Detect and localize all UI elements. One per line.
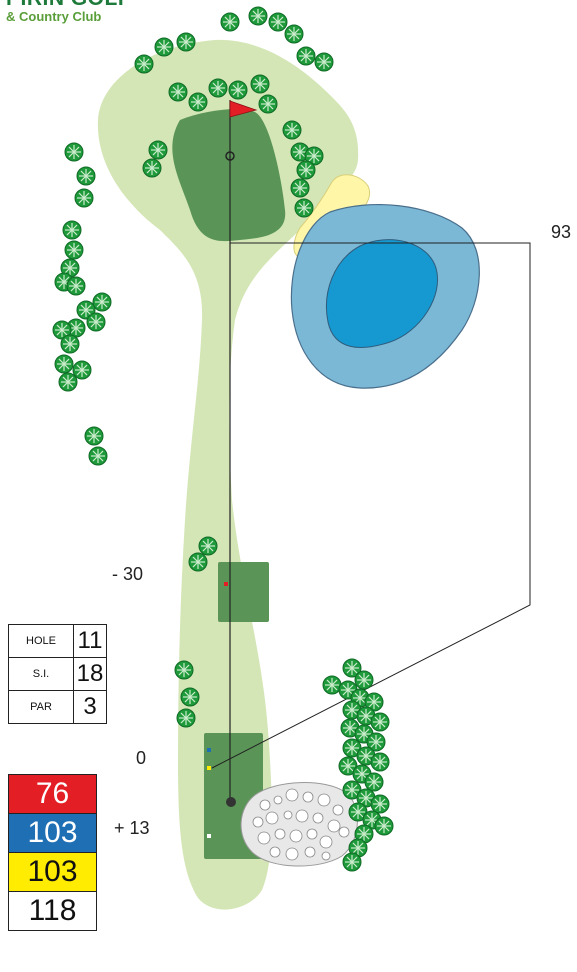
tee-position (226, 797, 236, 807)
tee-marker-blue (207, 748, 211, 752)
marker-label-zero: 0 (136, 748, 147, 768)
info-row-hole: HOLE 11 (8, 624, 118, 658)
distance-label-93: 93 (551, 222, 572, 242)
distance-line-93 (211, 242, 531, 769)
tee-distance-blue: 103 (8, 813, 97, 853)
info-row-si: S.I. 18 (8, 657, 118, 691)
tee-marker-yellow (207, 766, 211, 770)
info-key: S.I. (8, 657, 74, 691)
marker-label-plus: + 13 (114, 818, 150, 838)
info-value: 11 (73, 624, 107, 658)
putting-green (172, 109, 286, 242)
water-hazard-inner (326, 239, 438, 348)
tee-marker-white (207, 834, 211, 838)
tee-box-mid (218, 562, 269, 622)
logo-line-1: PIRIN GOLF (6, 0, 131, 10)
info-value: 18 (73, 657, 107, 691)
info-row-par: PAR 3 (8, 690, 118, 724)
logo-line-2: & Country Club (6, 9, 102, 24)
club-logo: PIRIN GOLF & Country Club (6, 0, 131, 24)
info-key: PAR (8, 690, 74, 724)
flag-icon (229, 100, 258, 158)
hole-info-table: HOLE 11 S.I. 18 PAR 3 (8, 624, 118, 724)
rock-bunker (240, 782, 358, 867)
tee-distance-red: 76 (8, 774, 97, 814)
info-value: 3 (73, 690, 107, 724)
tee-distances: 76 103 103 118 (8, 774, 97, 931)
tee-distance-white: 118 (8, 891, 97, 931)
tee-marker-red (224, 582, 228, 586)
rough-area (97, 39, 359, 910)
info-key: HOLE (8, 624, 74, 658)
marker-label-minus: - 30 (112, 564, 144, 584)
tee-distance-yellow: 103 (8, 852, 97, 892)
